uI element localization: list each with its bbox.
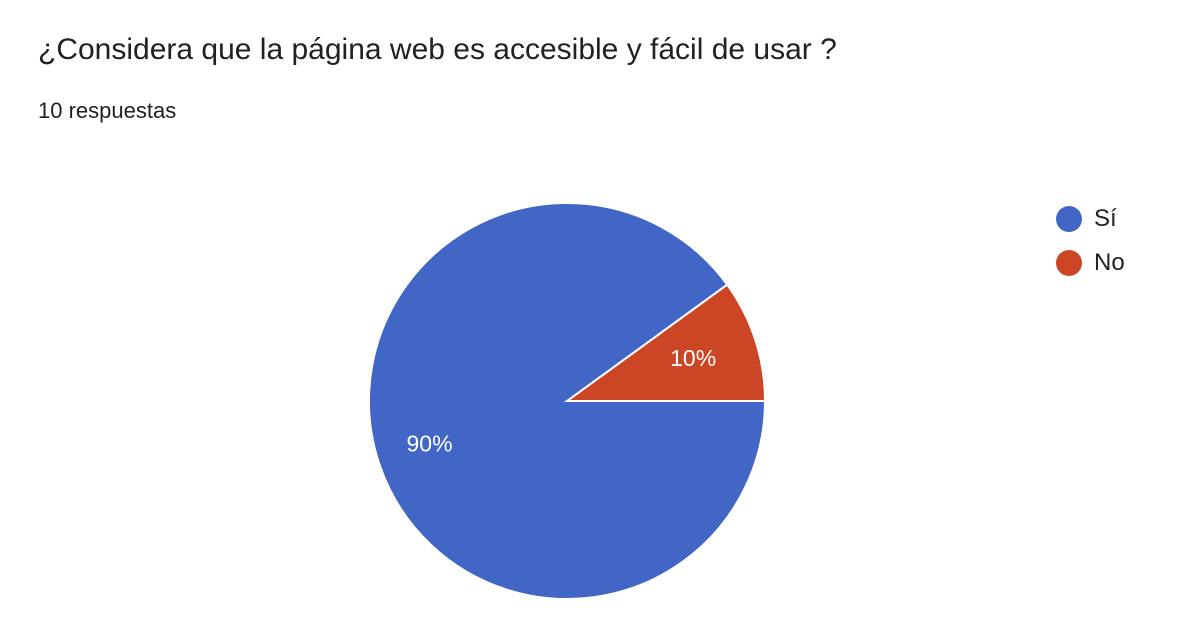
slice-label-si: 90% — [407, 431, 453, 457]
legend-swatch — [1056, 250, 1082, 276]
response-count: 10 respuestas — [38, 98, 177, 123]
chart-legend: Sí No — [1056, 197, 1125, 285]
legend-swatch — [1056, 206, 1082, 232]
slice-label-no: 10% — [670, 345, 716, 371]
pie-slice-no[interactable] — [563, 283, 767, 402]
legend-label: Sí — [1094, 205, 1117, 232]
pie-slice-si[interactable] — [368, 202, 767, 600]
legend-label: No — [1094, 249, 1125, 276]
legend-item-si[interactable]: Sí — [1056, 197, 1125, 241]
chart-title: ¿Considera que la página web es accesibl… — [38, 33, 837, 66]
legend-item-no[interactable]: No — [1056, 241, 1125, 285]
